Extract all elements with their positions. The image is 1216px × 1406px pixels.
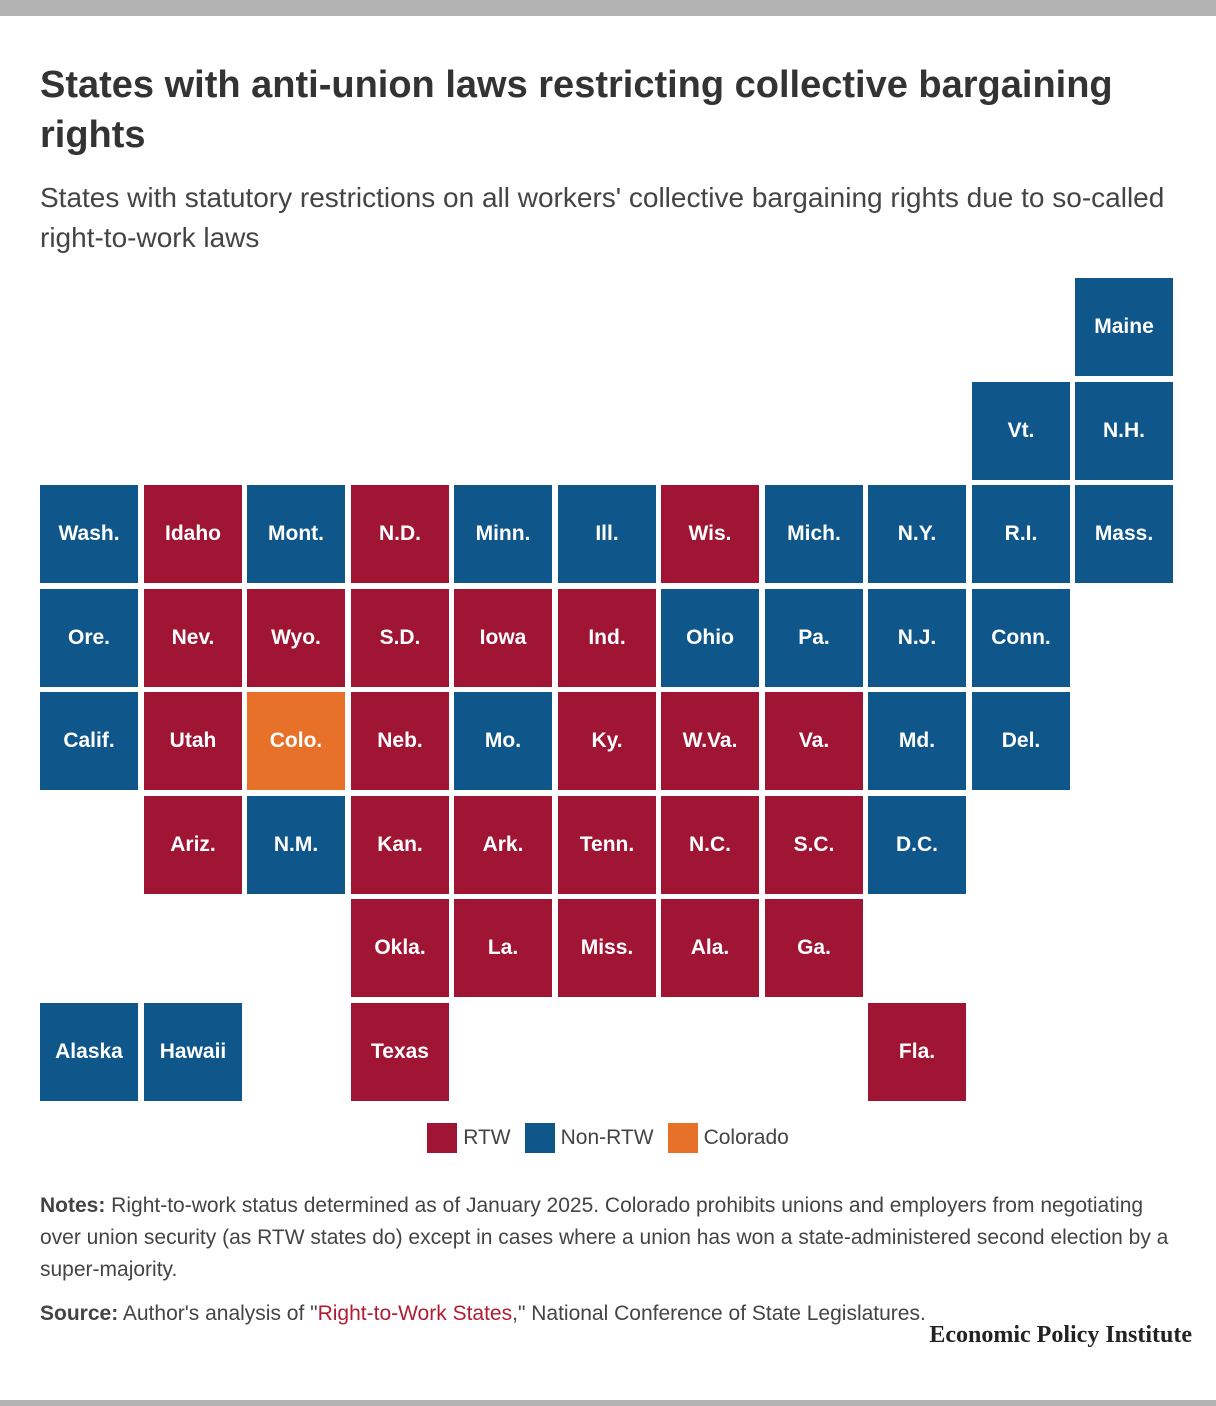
state-tile: Neb. (351, 692, 449, 790)
state-tile: N.Y. (868, 485, 966, 583)
bottom-bar (0, 1400, 1216, 1406)
state-tile: R.I. (972, 485, 1070, 583)
state-tile: Va. (765, 692, 863, 790)
state-tile: Miss. (558, 899, 656, 997)
legend-label: Colorado (703, 1126, 789, 1149)
state-tile: Ore. (40, 589, 138, 687)
state-tile: Mont. (247, 485, 345, 583)
state-tile: Alaska (40, 1003, 138, 1101)
state-tile: S.C. (765, 796, 863, 894)
state-tile: N.D. (351, 485, 449, 583)
state-tile: Hawaii (144, 1003, 242, 1101)
state-tile: Okla. (351, 899, 449, 997)
state-tile: N.H. (1075, 382, 1173, 480)
state-tile: Ky. (558, 692, 656, 790)
state-tile: Utah (144, 692, 242, 790)
state-tile: Fla. (868, 1003, 966, 1101)
chart-subtitle: States with statutory restrictions on al… (40, 182, 1165, 253)
state-tile: Ark. (454, 796, 552, 894)
source-pre: Author's analysis of " (118, 1302, 318, 1325)
legend: RTW Non-RTW Colorado (0, 1122, 1216, 1154)
state-tile: Del. (972, 692, 1070, 790)
state-tile: Idaho (144, 485, 242, 583)
state-tile: Wis. (661, 485, 759, 583)
state-tile: Nev. (144, 589, 242, 687)
state-tile: La. (454, 899, 552, 997)
state-tile: Wyo. (247, 589, 345, 687)
state-tile: Conn. (972, 589, 1070, 687)
state-tile: N.J. (868, 589, 966, 687)
legend-item: Non-RTW (524, 1123, 654, 1153)
source-label: Source: (40, 1302, 119, 1325)
brand-logo: Economic Policy Institute (929, 1322, 1192, 1348)
state-tile: Vt. (972, 382, 1070, 480)
state-tile: Colo. (247, 692, 345, 790)
notes-text: Right-to-work status determined as of Ja… (40, 1194, 1169, 1281)
state-tile: Ariz. (144, 796, 242, 894)
source-link[interactable]: Right-to-Work States (317, 1302, 513, 1325)
state-tile: Maine (1075, 278, 1173, 376)
state-tile: N.M. (247, 796, 345, 894)
state-tile: D.C. (868, 796, 966, 894)
top-bar (0, 0, 1216, 16)
source-post: ," National Conference of State Legislat… (512, 1302, 926, 1325)
legend-swatch (524, 1123, 555, 1153)
state-tile: N.C. (661, 796, 759, 894)
state-tile: S.D. (351, 589, 449, 687)
state-tile: Ill. (558, 485, 656, 583)
state-tile: Wash. (40, 485, 138, 583)
state-tile: Iowa (454, 589, 552, 687)
state-tile: Pa. (765, 589, 863, 687)
legend-label: Non-RTW (560, 1126, 654, 1149)
state-tile: Texas (351, 1003, 449, 1101)
state-tile: Mich. (765, 485, 863, 583)
state-tile: Kan. (351, 796, 449, 894)
state-tile: Ala. (661, 899, 759, 997)
state-tile: Mass. (1075, 485, 1173, 583)
state-tile: Tenn. (558, 796, 656, 894)
state-tile: Minn. (454, 485, 552, 583)
legend-item: Colorado (667, 1123, 789, 1153)
state-tile: Md. (868, 692, 966, 790)
legend-swatch (667, 1123, 698, 1153)
state-tile: W.Va. (661, 692, 759, 790)
legend-label: RTW (463, 1126, 511, 1149)
state-tile: Ohio (661, 589, 759, 687)
state-tile: Calif. (40, 692, 138, 790)
source: Source: Author's analysis of "Right-to-W… (40, 1298, 1180, 1330)
notes-label: Notes: (40, 1194, 106, 1217)
state-tile: Ga. (765, 899, 863, 997)
chart-title: States with anti-union laws restricting … (40, 64, 1113, 156)
state-tile: Ind. (558, 589, 656, 687)
notes: Notes: Right-to-work status determined a… (40, 1190, 1180, 1286)
legend-swatch (427, 1123, 458, 1153)
state-tile: Mo. (454, 692, 552, 790)
legend-item: RTW (427, 1123, 511, 1153)
